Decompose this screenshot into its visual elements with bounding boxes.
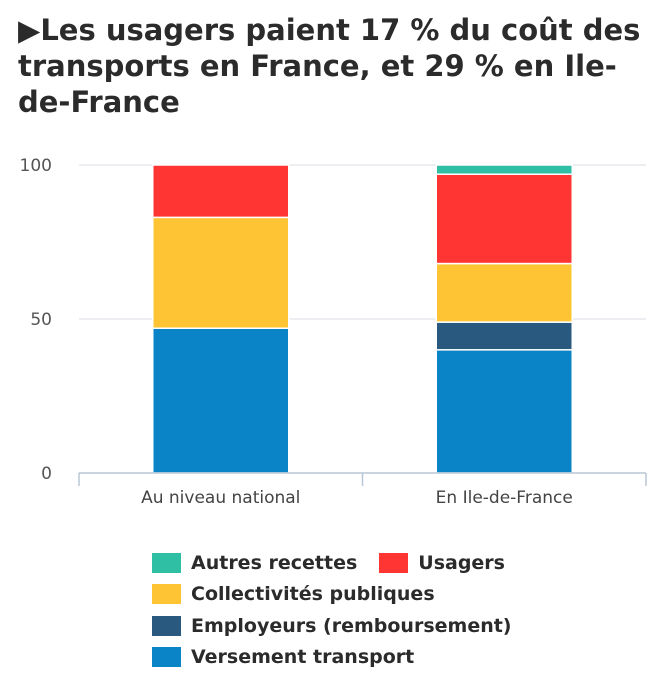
legend-swatch [152, 584, 181, 605]
legend-swatch [152, 647, 181, 668]
bar-segment [152, 327, 290, 474]
bar-segment [152, 164, 290, 219]
bar-segment [435, 349, 573, 474]
legend-item[interactable]: Employeurs (remboursement) [152, 615, 512, 637]
x-tick-label: Au niveau national [141, 488, 300, 508]
bar-segment [435, 173, 573, 265]
legend-item[interactable]: Versement transport [152, 646, 414, 668]
legend-item[interactable]: Collectivités publiques [152, 583, 435, 605]
legend-row: Collectivités publiques [152, 579, 534, 611]
legend-row: Autres recettes Usagers [152, 547, 534, 579]
x-tick-label: En Ile-de-France [436, 488, 573, 508]
legend-row: Versement transport [152, 642, 534, 674]
legend-label: Collectivités publiques [191, 583, 435, 606]
y-tick-label: 50 [30, 310, 52, 330]
legend-item[interactable]: Autres recettes [152, 552, 357, 574]
legend-item[interactable]: Usagers [379, 552, 505, 574]
chart-title-text: Les usagers paient 17 % du coût des tran… [18, 13, 641, 119]
chart-legend: Autres recettes Usagers Collectivités publ… [152, 547, 534, 673]
legend-row: Employeurs (remboursement) [152, 610, 534, 642]
legend-label: Versement transport [191, 646, 415, 669]
legend-label: Autres recettes [191, 551, 358, 574]
legend-swatch [152, 552, 181, 573]
chart-title: ▶Les usagers paient 17 % du coût des tra… [18, 12, 648, 120]
bar-segment [435, 262, 573, 323]
bar-segment [435, 321, 573, 351]
bar-segment [152, 216, 290, 329]
y-tick-label: 100 [20, 156, 52, 176]
bar-segment [435, 164, 573, 175]
title-marker-icon: ▶ [18, 13, 41, 47]
y-tick-label: 0 [41, 464, 52, 484]
stacked-bar-chart: 0 50 100 Au niveau national En Ile-de-France [20, 156, 647, 508]
legend-label: Employeurs (remboursement) [191, 614, 512, 637]
legend-swatch [152, 615, 181, 636]
legend-label: Usagers [418, 551, 505, 574]
legend-swatch [379, 552, 409, 573]
